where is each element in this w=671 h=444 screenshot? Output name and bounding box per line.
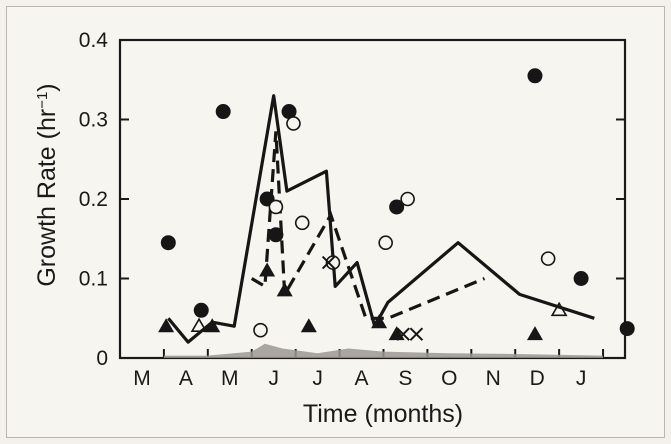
x-tick-label: J [576, 367, 587, 390]
dashed-line-series [250, 131, 486, 320]
y-axis: 0 0.1 0.2 0.3 0.4 [79, 29, 625, 370]
open-triangle-point [190, 317, 208, 332]
open-circle-point [268, 199, 284, 215]
y-axis-title-exponent: −1 [34, 92, 51, 109]
filled-circle-point [160, 235, 176, 251]
filled-circle-point [193, 302, 209, 318]
open-circle-point [286, 116, 301, 131]
filled-triangle-point [204, 318, 221, 333]
filled-triangle-point [300, 318, 317, 333]
filled-circle-point [281, 104, 297, 120]
figure-frame [6, 6, 665, 438]
filled-circle-point [268, 227, 284, 243]
cross-point [409, 327, 424, 341]
filled-circle-point [619, 321, 635, 337]
cross-point [321, 255, 336, 270]
y-axis-title: Growth Rate (hr−1) [33, 83, 61, 286]
filled-circle-point [527, 68, 543, 84]
filled-triangle-point [158, 318, 175, 333]
solid-line-series [167, 94, 595, 344]
open-circle-point [294, 215, 310, 231]
y-tick-label: 0.1 [79, 268, 108, 291]
open-circle-point [325, 255, 341, 270]
chart-marks [158, 68, 635, 358]
y-tick-label: 0.4 [79, 29, 109, 52]
open-circle-point [540, 251, 556, 266]
filled-circle-point [573, 271, 589, 286]
cross-point [396, 327, 410, 341]
x-tick-label: J [312, 367, 323, 390]
y-tick-label: 0 [96, 347, 108, 370]
filled-triangle-point [371, 314, 388, 329]
y-axis-title-close: ) [33, 83, 61, 91]
filled-circle-point [389, 199, 405, 215]
open-circle-point [378, 235, 393, 251]
open-triangle-point [550, 301, 568, 317]
x-tick-label: D [530, 367, 545, 390]
x-tick-label: S [398, 367, 412, 390]
x-axis-title: Time (months) [303, 400, 463, 428]
x-tick-label: A [355, 367, 369, 390]
y-axis-title-main: Growth Rate (hr [33, 109, 61, 287]
filled-triangle-point [259, 262, 276, 277]
y-tick-label: 0.2 [79, 188, 108, 211]
y-tick-label: 0.3 [79, 109, 108, 132]
filled-triangle-point [276, 282, 293, 297]
x-tick-label: J [268, 367, 279, 390]
filled-circle-point [215, 104, 231, 120]
open-circle-point [253, 322, 268, 338]
open-circle-point [400, 191, 415, 207]
filled-triangle-point [526, 326, 543, 341]
x-tick-label: N [486, 367, 501, 390]
shaded-area [163, 343, 603, 358]
x-tick-label: M [133, 367, 151, 390]
x-tick-label: M [221, 367, 239, 390]
x-tick-label: A [179, 367, 193, 390]
x-tick-label: O [441, 367, 457, 390]
